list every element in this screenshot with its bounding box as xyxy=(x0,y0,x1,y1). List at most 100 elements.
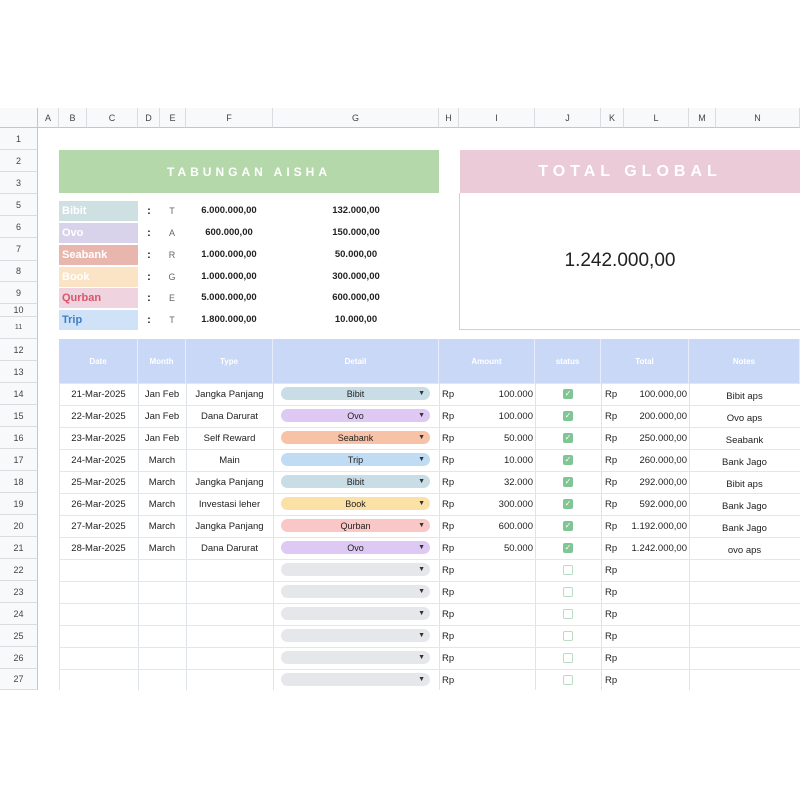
column-header[interactable]: G xyxy=(273,108,439,128)
row-header[interactable]: 15 xyxy=(0,405,38,427)
type-cell[interactable]: Self Reward xyxy=(203,432,256,444)
status-checkbox-unchecked[interactable] xyxy=(563,587,573,597)
total-cell[interactable]: 260.000,00 xyxy=(639,454,687,466)
month-cell[interactable]: March xyxy=(148,498,176,510)
column-header[interactable]: A xyxy=(38,108,59,128)
notes-cell[interactable]: Bibit aps xyxy=(726,390,763,402)
select-all-corner[interactable] xyxy=(0,108,38,128)
status-checkbox-unchecked[interactable] xyxy=(563,653,573,663)
row-header[interactable]: 12 xyxy=(0,339,38,361)
column-header[interactable]: M xyxy=(689,108,716,128)
detail-dropdown[interactable]: ▼ xyxy=(281,563,430,576)
notes-cell[interactable]: Bank Jago xyxy=(722,500,767,512)
column-header[interactable]: J xyxy=(535,108,601,128)
column-header[interactable]: H xyxy=(439,108,459,128)
amount-cell[interactable]: 100.000 xyxy=(498,410,533,422)
month-cell[interactable]: March xyxy=(148,454,176,466)
amount-cell[interactable]: 50.000 xyxy=(503,542,533,554)
status-checkbox-checked[interactable]: ✓ xyxy=(563,499,573,509)
notes-cell[interactable]: Bank Jago xyxy=(722,456,767,468)
date-cell[interactable]: 28-Mar-2025 xyxy=(71,542,126,554)
month-cell[interactable]: March xyxy=(148,520,176,532)
column-header[interactable]: N xyxy=(716,108,800,128)
status-checkbox-unchecked[interactable] xyxy=(563,675,573,685)
row-header[interactable]: 6 xyxy=(0,216,38,238)
type-cell[interactable]: Investasi leher xyxy=(198,498,261,510)
row-header[interactable]: 7 xyxy=(0,238,38,261)
amount-cell[interactable]: 10.000 xyxy=(503,454,533,466)
notes-cell[interactable]: Ovo aps xyxy=(726,412,763,424)
total-cell[interactable]: 292.000,00 xyxy=(639,476,687,488)
row-header[interactable]: 1 xyxy=(0,128,38,150)
table-header-date[interactable]: Date xyxy=(59,339,138,383)
table-header-status[interactable]: status xyxy=(535,339,601,383)
date-cell[interactable]: 21-Mar-2025 xyxy=(71,388,126,400)
column-header[interactable]: E xyxy=(160,108,186,128)
status-checkbox-checked[interactable]: ✓ xyxy=(563,389,573,399)
date-cell[interactable]: 22-Mar-2025 xyxy=(71,410,126,422)
detail-dropdown[interactable]: Trip ▼ xyxy=(281,453,430,466)
total-cell[interactable]: 1.242.000,00 xyxy=(631,542,687,554)
column-header[interactable]: I xyxy=(459,108,535,128)
amount-cell[interactable]: 32.000 xyxy=(503,476,533,488)
detail-dropdown[interactable]: Bibit ▼ xyxy=(281,475,430,488)
row-header[interactable]: 8 xyxy=(0,261,38,282)
row-header[interactable]: 3 xyxy=(0,172,38,194)
table-header-notes[interactable]: Notes xyxy=(689,339,800,383)
row-header[interactable]: 22 xyxy=(0,559,38,581)
row-header[interactable]: 2 xyxy=(0,150,38,172)
column-header[interactable]: D xyxy=(138,108,160,128)
date-cell[interactable]: 27-Mar-2025 xyxy=(71,520,126,532)
detail-dropdown[interactable]: ▼ xyxy=(281,585,430,598)
table-header-amount[interactable]: Amount xyxy=(439,339,535,383)
month-cell[interactable]: March xyxy=(148,476,176,488)
status-checkbox-unchecked[interactable] xyxy=(563,631,573,641)
notes-cell[interactable]: Seabank xyxy=(725,434,764,446)
type-cell[interactable]: Jangka Panjang xyxy=(195,476,264,488)
column-header[interactable]: F xyxy=(186,108,273,128)
detail-dropdown[interactable]: Book ▼ xyxy=(281,497,430,510)
detail-dropdown[interactable]: Ovo ▼ xyxy=(281,409,430,422)
month-cell[interactable]: March xyxy=(148,542,176,554)
status-checkbox-checked[interactable]: ✓ xyxy=(563,411,573,421)
row-header[interactable]: 16 xyxy=(0,427,38,449)
row-header[interactable]: 19 xyxy=(0,493,38,515)
type-cell[interactable]: Jangka Panjang xyxy=(195,520,264,532)
row-header[interactable]: 10 xyxy=(0,304,38,317)
detail-dropdown[interactable]: ▼ xyxy=(281,673,430,686)
month-cell[interactable]: Jan Feb xyxy=(144,410,180,422)
detail-dropdown[interactable]: ▼ xyxy=(281,607,430,620)
detail-dropdown[interactable]: Qurban ▼ xyxy=(281,519,430,532)
table-header-total[interactable]: Total xyxy=(601,339,689,383)
month-cell[interactable]: Jan Feb xyxy=(144,388,180,400)
row-header[interactable]: 18 xyxy=(0,471,38,493)
row-header[interactable]: 25 xyxy=(0,625,38,647)
row-header[interactable]: 23 xyxy=(0,581,38,603)
total-cell[interactable]: 592.000,00 xyxy=(639,498,687,510)
row-header[interactable]: 11 xyxy=(0,317,38,339)
status-checkbox-checked[interactable]: ✓ xyxy=(563,521,573,531)
type-cell[interactable]: Jangka Panjang xyxy=(195,388,264,400)
table-header-month[interactable]: Month xyxy=(138,339,186,383)
detail-dropdown[interactable]: Ovo ▼ xyxy=(281,541,430,554)
column-header[interactable]: L xyxy=(624,108,689,128)
amount-cell[interactable]: 600.000 xyxy=(498,520,533,532)
amount-cell[interactable]: 300.000 xyxy=(498,498,533,510)
detail-dropdown[interactable]: ▼ xyxy=(281,629,430,642)
row-header[interactable]: 14 xyxy=(0,383,38,405)
month-cell[interactable]: Jan Feb xyxy=(144,432,180,444)
detail-dropdown[interactable]: ▼ xyxy=(281,651,430,664)
row-header[interactable]: 26 xyxy=(0,647,38,669)
status-checkbox-checked[interactable]: ✓ xyxy=(563,433,573,443)
amount-cell[interactable]: 50.000 xyxy=(503,432,533,444)
status-checkbox-checked[interactable]: ✓ xyxy=(563,455,573,465)
date-cell[interactable]: 25-Mar-2025 xyxy=(71,476,126,488)
date-cell[interactable]: 26-Mar-2025 xyxy=(71,498,126,510)
status-checkbox-checked[interactable]: ✓ xyxy=(563,543,573,553)
status-checkbox-unchecked[interactable] xyxy=(563,609,573,619)
status-checkbox-unchecked[interactable] xyxy=(563,565,573,575)
notes-cell[interactable]: Bibit aps xyxy=(726,478,763,490)
column-header[interactable]: C xyxy=(87,108,138,128)
row-header[interactable]: 27 xyxy=(0,669,38,690)
type-cell[interactable]: Main xyxy=(219,454,240,466)
